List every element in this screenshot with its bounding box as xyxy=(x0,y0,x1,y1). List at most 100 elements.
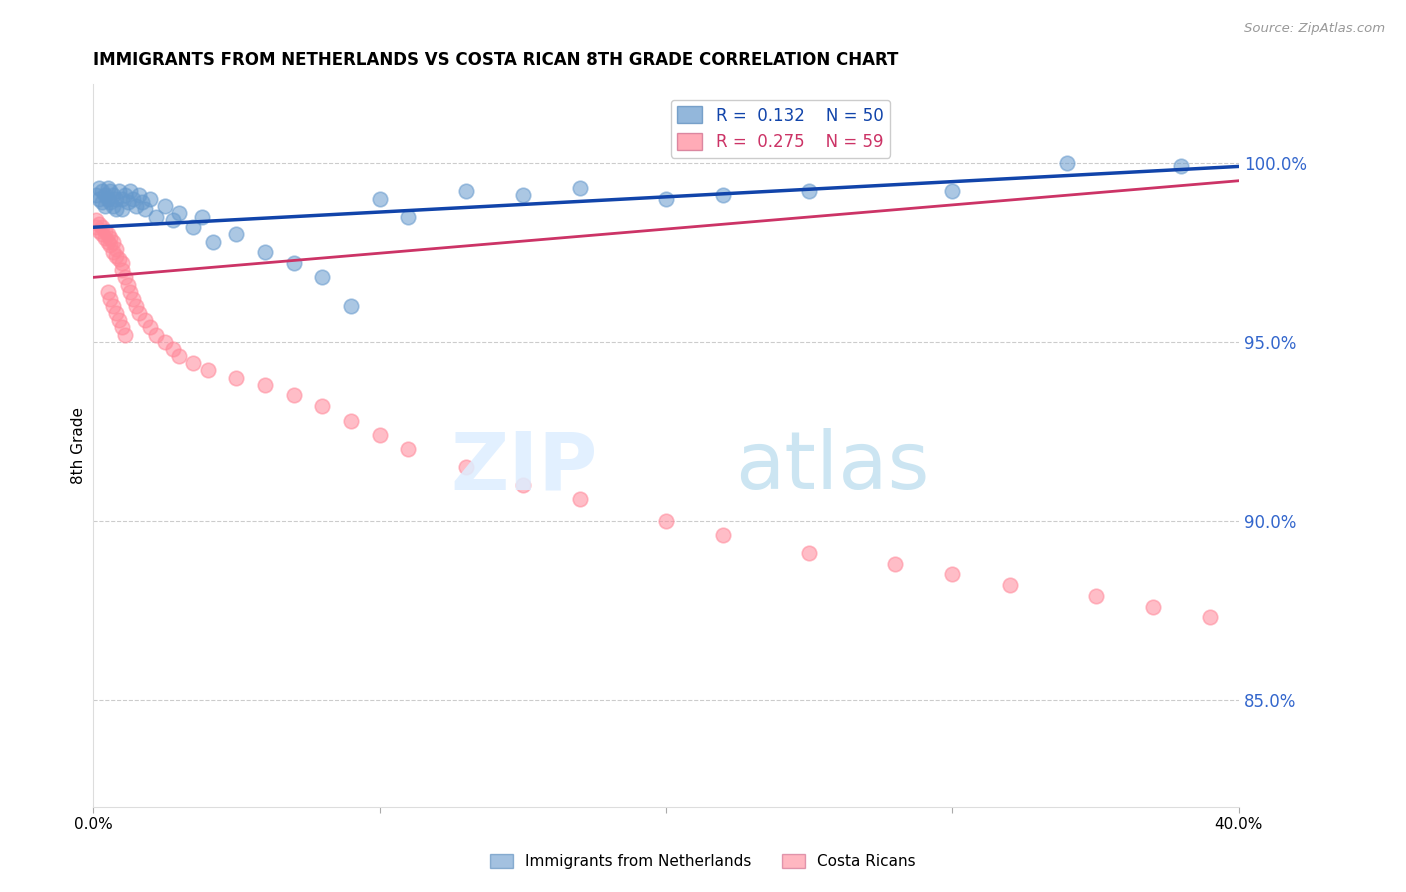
Point xyxy=(139,192,162,206)
Point xyxy=(114,188,136,202)
Point xyxy=(125,199,148,213)
Point xyxy=(111,320,134,334)
Point xyxy=(711,188,734,202)
Point xyxy=(96,235,118,249)
Y-axis label: 8th Grade: 8th Grade xyxy=(72,407,86,484)
Point xyxy=(93,224,115,238)
Text: IMMIGRANTS FROM NETHERLANDS VS COSTA RICAN 8TH GRADE CORRELATION CHART: IMMIGRANTS FROM NETHERLANDS VS COSTA RIC… xyxy=(93,51,898,69)
Point xyxy=(111,263,134,277)
Point xyxy=(191,210,214,224)
Point xyxy=(108,185,131,199)
Point xyxy=(167,349,190,363)
Point xyxy=(125,299,148,313)
Point xyxy=(941,185,963,199)
Point xyxy=(103,188,125,202)
Point xyxy=(114,327,136,342)
Point xyxy=(153,334,176,349)
Point xyxy=(90,195,112,210)
Point xyxy=(454,460,477,475)
Point xyxy=(569,181,592,195)
Point xyxy=(122,192,145,206)
Point xyxy=(90,227,112,242)
Point xyxy=(1142,599,1164,614)
Point xyxy=(225,227,247,242)
Text: atlas: atlas xyxy=(735,428,929,507)
Point xyxy=(105,306,128,320)
Point xyxy=(202,235,225,249)
Point xyxy=(98,185,121,199)
Point xyxy=(253,245,276,260)
Point xyxy=(114,270,136,285)
Point xyxy=(105,242,128,256)
Point xyxy=(167,206,190,220)
Point xyxy=(512,478,534,492)
Point xyxy=(884,557,907,571)
Point xyxy=(454,185,477,199)
Point xyxy=(162,342,184,356)
Point xyxy=(134,313,156,327)
Point xyxy=(103,245,125,260)
Point xyxy=(145,327,167,342)
Point xyxy=(340,413,363,427)
Point xyxy=(711,528,734,542)
Point xyxy=(98,292,121,306)
Point xyxy=(183,356,205,370)
Point xyxy=(134,202,156,217)
Point xyxy=(87,224,110,238)
Point xyxy=(103,199,125,213)
Point xyxy=(84,220,107,235)
Point xyxy=(96,192,118,206)
Point xyxy=(311,270,333,285)
Point xyxy=(105,249,128,263)
Point xyxy=(90,220,112,235)
Point xyxy=(105,202,128,217)
Point xyxy=(368,427,391,442)
Point xyxy=(103,235,125,249)
Point xyxy=(131,195,153,210)
Point xyxy=(108,313,131,327)
Point xyxy=(117,195,139,210)
Point xyxy=(128,306,150,320)
Point xyxy=(253,377,276,392)
Point xyxy=(569,492,592,507)
Legend: R =  0.132    N = 50, R =  0.275    N = 59: R = 0.132 N = 50, R = 0.275 N = 59 xyxy=(671,100,890,158)
Point xyxy=(311,399,333,413)
Point xyxy=(96,181,118,195)
Point xyxy=(183,220,205,235)
Point xyxy=(1199,610,1222,624)
Point xyxy=(87,181,110,195)
Point xyxy=(197,363,219,377)
Point xyxy=(145,210,167,224)
Point xyxy=(396,210,419,224)
Point xyxy=(998,578,1021,592)
Point xyxy=(799,546,821,560)
Point xyxy=(108,252,131,267)
Point xyxy=(98,195,121,210)
Point xyxy=(120,285,142,299)
Point xyxy=(96,285,118,299)
Point xyxy=(368,192,391,206)
Point xyxy=(1056,156,1078,170)
Point xyxy=(283,256,305,270)
Point xyxy=(87,192,110,206)
Point xyxy=(128,188,150,202)
Point xyxy=(1170,160,1192,174)
Point xyxy=(93,199,115,213)
Point xyxy=(1084,589,1107,603)
Point xyxy=(84,188,107,202)
Point xyxy=(512,188,534,202)
Point xyxy=(799,185,821,199)
Point xyxy=(90,185,112,199)
Point xyxy=(93,188,115,202)
Point xyxy=(111,202,134,217)
Point xyxy=(117,277,139,292)
Legend: Immigrants from Netherlands, Costa Ricans: Immigrants from Netherlands, Costa Rican… xyxy=(484,848,922,875)
Point xyxy=(283,388,305,402)
Point xyxy=(111,256,134,270)
Point xyxy=(84,213,107,227)
Point xyxy=(103,299,125,313)
Point xyxy=(162,213,184,227)
Point xyxy=(98,231,121,245)
Point xyxy=(111,192,134,206)
Point xyxy=(87,217,110,231)
